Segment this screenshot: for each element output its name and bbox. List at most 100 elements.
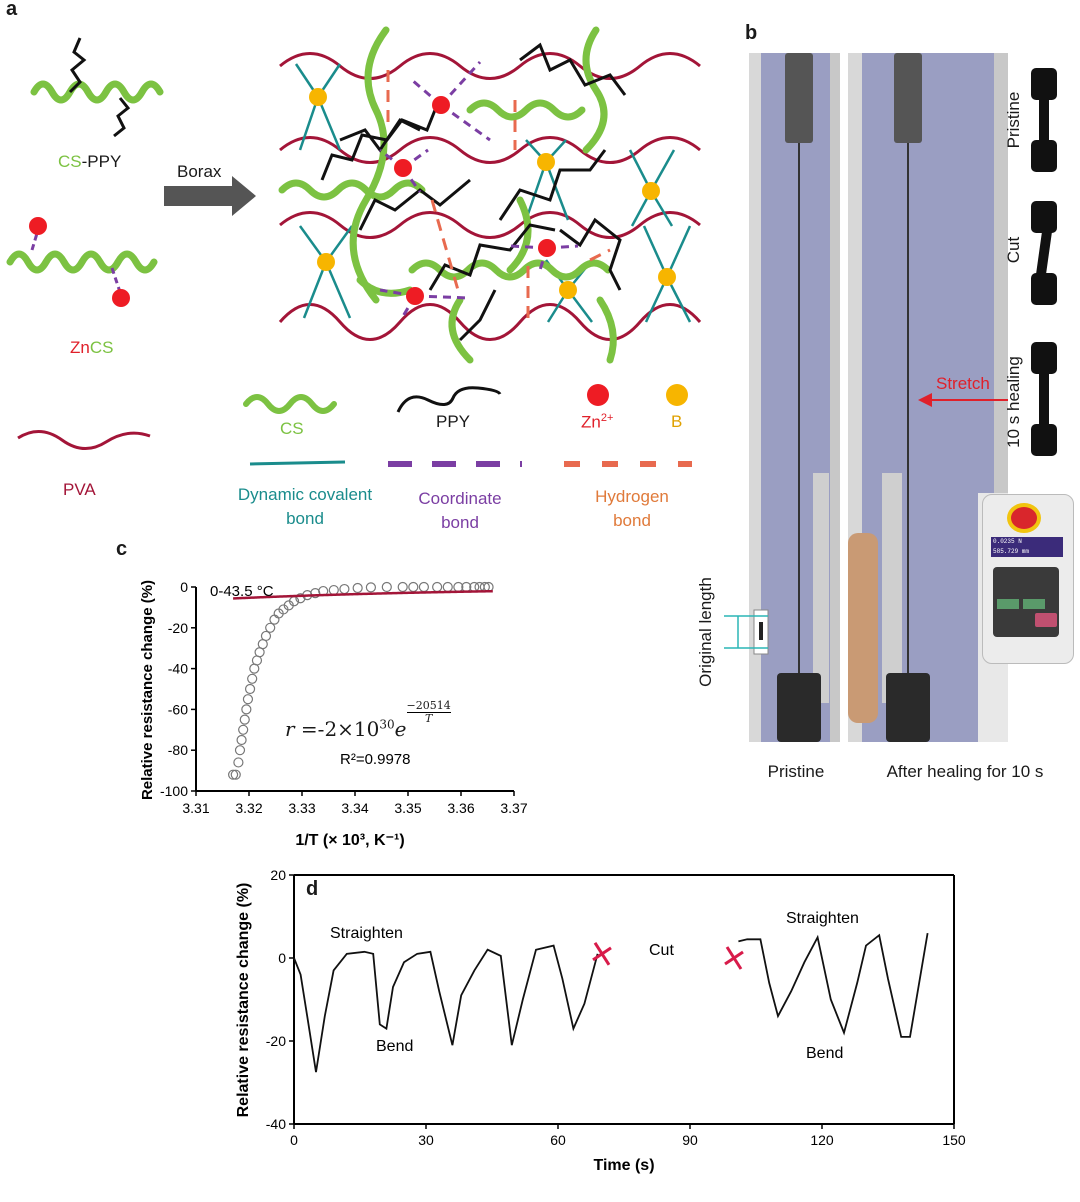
d-xtick-label: 90 — [682, 1132, 698, 1148]
d-annot-straighten-left: Straighten — [330, 925, 403, 942]
c-data-point — [238, 724, 249, 735]
legend-ppy-icon — [396, 386, 502, 413]
network-diagram — [278, 26, 702, 364]
d-ytick-label: 20 — [270, 867, 286, 883]
c-fit-curve — [233, 589, 493, 600]
legend-cs-label: CS — [280, 419, 304, 438]
zncs-label: ZnCS — [70, 338, 114, 357]
d-ylabel: Relative resistance change (%) — [235, 883, 252, 1118]
c-data-point — [234, 745, 246, 756]
legend-hydrogen-label: Hydrogen bond — [595, 487, 669, 530]
borax-arrow — [164, 176, 256, 216]
c-xtick-label: 3.34 — [341, 800, 368, 816]
d-xtick-label: 0 — [290, 1132, 298, 1148]
c-data-point — [365, 582, 376, 593]
c-data-point — [339, 583, 350, 595]
stretch-label: Stretch — [936, 374, 990, 393]
c-ytick-label: -100 — [160, 783, 188, 799]
c-xtick-label: 3.37 — [500, 800, 527, 816]
controller-readout-1: 0.0235 N — [993, 538, 1022, 545]
c-data-point — [265, 622, 276, 633]
d-xtick-label: 150 — [942, 1132, 966, 1148]
d-ytick-label: 0 — [278, 950, 286, 966]
legend-zn-icon — [587, 384, 609, 406]
c-ytick-label: -80 — [168, 742, 188, 758]
d-annot-cut: Cut — [649, 942, 674, 959]
legend-zn-label: Zn2+ — [581, 412, 614, 432]
c-data-point — [310, 588, 321, 599]
c-data-point — [432, 581, 443, 593]
c-data-point — [230, 769, 241, 780]
c-xtick-label: 3.33 — [288, 800, 315, 816]
d-ytick-label: -20 — [266, 1033, 286, 1049]
c-data-point — [247, 673, 258, 684]
c-data-point — [242, 694, 254, 705]
c-ylabel: Relative resistance change (%) — [139, 580, 156, 800]
panel-label-b: b — [745, 22, 758, 44]
caption-after-healing: After healing for 10 s — [886, 762, 1044, 781]
c-ytick-label: -40 — [168, 661, 188, 677]
label-cut-vertical: Cut — [1004, 236, 1023, 264]
c-ytick-label: 0 — [180, 579, 188, 595]
c-data-point — [418, 581, 429, 593]
c-data-point — [352, 582, 363, 594]
c-xlabel: 1/T (× 10³, K⁻¹) — [295, 832, 404, 849]
c-data-point — [295, 593, 306, 604]
stretch-arrow — [918, 393, 1008, 407]
d-annot-bend-right: Bend — [806, 1045, 843, 1062]
legend-covalent-label: Dynamic covalent bond — [237, 485, 373, 528]
controller-photo: 0.0235 N 585.729 mm — [982, 494, 1074, 664]
c-data-point — [269, 614, 280, 625]
d-xtick-label: 30 — [418, 1132, 434, 1148]
c-ytick-label: -60 — [168, 701, 188, 717]
chart-d: 0 30 60 90 120 150 20 0 -20 -40 Straighten Bend C… — [235, 867, 966, 1174]
cs-ppy-label: CS-PPY — [58, 152, 122, 171]
specimen-healed-photo — [1021, 334, 1069, 464]
legend-b-icon — [666, 384, 688, 406]
legend-covalent-line — [249, 460, 346, 466]
d-series-line — [738, 932, 929, 1038]
c-data-point — [397, 581, 408, 593]
legend-b-label: B — [671, 412, 683, 431]
label-pristine-vertical: Pristine — [1004, 91, 1023, 149]
specimen-pristine-photo — [1021, 60, 1069, 180]
cut-mark-icon — [592, 942, 612, 966]
c-data-point — [239, 714, 250, 725]
c-data-point — [328, 584, 339, 596]
c-data-point — [260, 630, 272, 642]
c-xtick-label: 3.31 — [182, 800, 209, 816]
zncs-icon — [6, 217, 158, 307]
c-xtick-label: 3.32 — [235, 800, 262, 816]
pva-icon — [17, 430, 151, 450]
c-data-point — [236, 734, 247, 746]
c-data-point — [227, 769, 239, 780]
chart-c: 3.31 3.32 3.33 3.34 3.35 3.36 3.37 0 -20 -40 -60 -8… — [139, 579, 528, 849]
original-length-label: Original length — [696, 577, 715, 687]
legend-cs-icon — [243, 394, 337, 414]
specimen-cut-photo — [1021, 193, 1069, 313]
cs-ppy-icon — [30, 37, 164, 138]
c-data-point — [241, 704, 252, 715]
d-xtick-label: 120 — [810, 1132, 834, 1148]
controller-readout-2: 585.729 mm — [993, 548, 1030, 555]
c-data-point — [442, 581, 453, 593]
panel-a-schematic — [6, 26, 702, 467]
photo-after-healing — [848, 53, 1008, 742]
c-data-point — [244, 683, 256, 695]
legend-ppy-label: PPY — [436, 412, 471, 431]
cut-mark-icon — [724, 946, 744, 970]
c-equation: r =-2×1030e −20514 T — [285, 699, 451, 741]
legend-coordinate-label: Coordinate bond — [418, 489, 502, 532]
pva-label: PVA — [63, 480, 96, 499]
d-ytick-label: -40 — [266, 1116, 286, 1132]
d-series-line — [293, 944, 599, 1073]
panel-label-d: d — [306, 878, 319, 900]
borax-label: Borax — [177, 162, 222, 181]
d-annot-straighten-right: Straighten — [786, 910, 859, 927]
c-r2-annotation: R²=0.9978 — [340, 751, 410, 768]
c-ytick-label: -20 — [168, 620, 188, 636]
panel-label-c: c — [116, 538, 128, 560]
c-range-annotation: 0-43.5 °C — [210, 583, 274, 600]
c-data-point — [381, 581, 392, 593]
c-xtick-label: 3.35 — [394, 800, 421, 816]
